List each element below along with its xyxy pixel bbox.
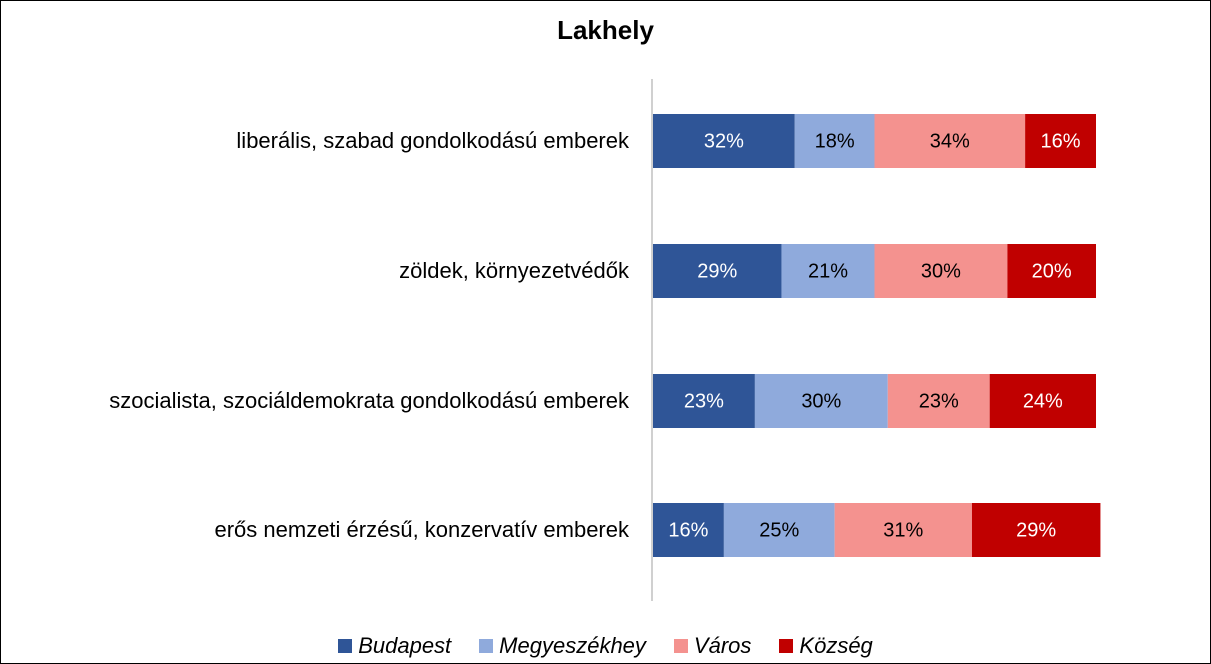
data-label: 23% xyxy=(684,390,724,412)
category-label: liberális, szabad gondolkodású emberek xyxy=(61,101,629,181)
category-text: zöldek, környezetvédők xyxy=(399,258,629,283)
data-label: 29% xyxy=(1016,519,1056,541)
legend: Budapest Megyeszékhey Város Község xyxy=(1,633,1210,659)
legend-item: Megyeszékhey xyxy=(479,633,646,659)
data-label: 16% xyxy=(668,519,708,541)
category-label: zöldek, környezetvédők xyxy=(61,231,629,311)
bar-segment xyxy=(653,114,795,168)
data-label: 32% xyxy=(704,130,744,152)
data-label: 16% xyxy=(1041,130,1081,152)
data-label: 31% xyxy=(883,519,923,541)
legend-swatch xyxy=(338,639,353,653)
category-text: erős nemzeti érzésű, konzervatív emberek xyxy=(214,517,629,542)
bar-segment xyxy=(653,244,782,298)
data-label: 24% xyxy=(1023,390,1063,412)
data-label: 23% xyxy=(919,390,959,412)
bar-segment xyxy=(1007,244,1096,298)
bar-segment xyxy=(794,114,875,168)
legend-label: Város xyxy=(693,633,752,658)
legend-label: Megyeszékhey xyxy=(499,633,646,658)
data-label: 25% xyxy=(759,519,799,541)
category-text: liberális, szabad gondolkodású emberek xyxy=(236,128,629,153)
data-label: 30% xyxy=(801,390,841,412)
category-label: erős nemzeti érzésű, konzervatív emberek xyxy=(61,490,629,570)
bar-segment xyxy=(834,503,972,557)
bar-segment xyxy=(653,503,724,557)
data-label: 34% xyxy=(930,130,970,152)
legend-item: Budapest xyxy=(338,633,451,659)
legend-item: Község xyxy=(779,633,873,659)
bar-segment xyxy=(874,244,1008,298)
legend-swatch xyxy=(479,639,494,653)
category-text: szocialista, szociáldemokrata gondolkodá… xyxy=(109,388,629,413)
data-label: 21% xyxy=(808,260,848,282)
legend-label: Budapest xyxy=(358,633,452,658)
bar-segment xyxy=(887,374,990,428)
category-label: szocialista, szociáldemokrata gondolkodá… xyxy=(61,361,629,441)
bar-segment xyxy=(874,114,1026,168)
bar-segment xyxy=(1025,114,1096,168)
legend-swatch xyxy=(779,639,794,653)
data-label: 18% xyxy=(815,130,855,152)
bar-segment xyxy=(781,244,875,298)
chart-title: Lakhely xyxy=(557,15,654,45)
data-label: 20% xyxy=(1032,260,1072,282)
legend-swatch xyxy=(673,639,688,653)
data-label: 30% xyxy=(921,260,961,282)
bar-segment xyxy=(653,374,755,428)
data-label: 29% xyxy=(697,260,737,282)
legend-label: Község xyxy=(799,633,873,658)
bar-segment xyxy=(971,503,1101,557)
bar-segment xyxy=(989,374,1096,428)
bar-segment xyxy=(723,503,835,557)
legend-item: Város xyxy=(673,633,752,659)
bar-segment xyxy=(754,374,888,428)
